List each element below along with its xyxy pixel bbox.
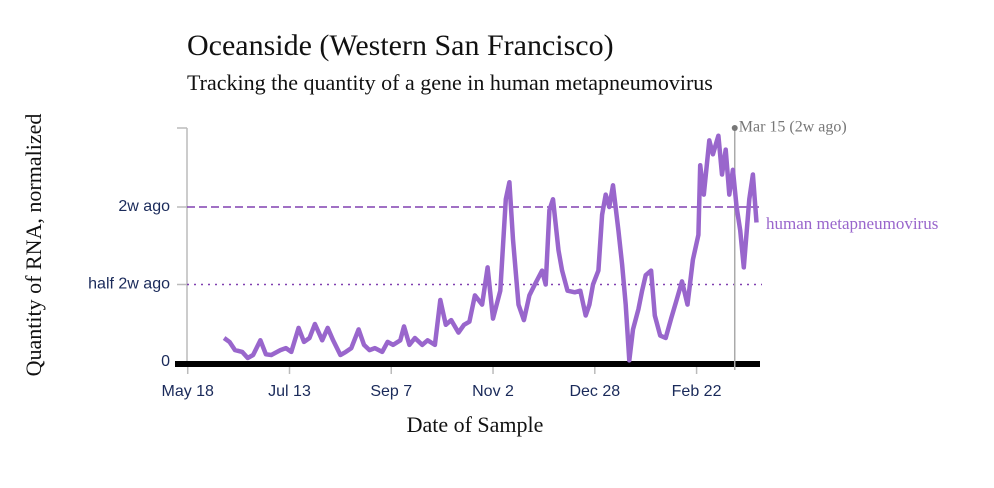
- x-tick-label: Dec 28: [569, 383, 620, 400]
- y-tick-label: half 2w ago: [88, 276, 170, 293]
- x-tick-label: Sep 7: [370, 383, 412, 400]
- x-tick-label: Nov 2: [472, 383, 514, 400]
- x-tick-label: Jul 13: [268, 383, 311, 400]
- y-tick-label: 0: [161, 353, 170, 370]
- annotation-dot: [731, 125, 738, 131]
- x-axis-title: Date of Sample: [407, 412, 544, 437]
- data-line: [222, 133, 759, 363]
- chart-subtitle: Tracking the quantity of a gene in human…: [187, 70, 713, 95]
- chart-title: Oceanside (Western San Francisco): [187, 29, 614, 62]
- y-axis-title: Quantity of RNA, normalized: [21, 114, 46, 377]
- annotation-label: Mar 15 (2w ago): [739, 119, 847, 136]
- legend-label: human metapneumovirus: [766, 214, 938, 233]
- x-tick-label: Feb 22: [672, 383, 722, 400]
- x-tick-label: May 18: [161, 383, 214, 400]
- y-tick-label: 2w ago: [118, 198, 170, 215]
